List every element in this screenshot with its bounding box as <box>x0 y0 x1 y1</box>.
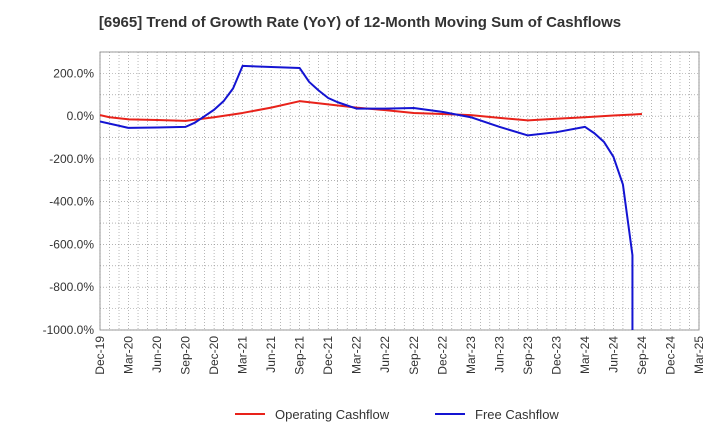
series-layer <box>100 64 643 330</box>
x-tick-label: Jun-22 <box>378 336 392 373</box>
y-tick-label: 0.0% <box>67 109 95 123</box>
legend: Operating Cashflow Free Cashflow <box>235 407 559 422</box>
series-line-operating-cashflow <box>100 100 643 122</box>
y-tick-label: -800.0% <box>49 280 94 294</box>
x-tick-label: Mar-25 <box>692 336 706 374</box>
x-tick-label: Jun-21 <box>264 336 278 373</box>
y-tick-label: -200.0% <box>49 152 94 166</box>
x-tick-label: Dec-23 <box>549 336 563 375</box>
x-tick-label: Mar-24 <box>578 336 592 374</box>
x-tick-label: Sep-21 <box>293 336 307 375</box>
y-tick-label: -1000.0% <box>43 323 95 337</box>
x-tick-label: Dec-24 <box>663 336 677 375</box>
x-tick-label: Sep-24 <box>635 336 649 375</box>
x-tick-label: Jun-23 <box>492 336 506 373</box>
x-tick-label: Sep-23 <box>521 336 535 375</box>
x-tick-label: Mar-21 <box>236 336 250 374</box>
plot-area <box>99 51 700 331</box>
x-tick-label: Jun-24 <box>606 336 620 373</box>
legend-label-operating-cashflow: Operating Cashflow <box>275 407 390 422</box>
x-tick-label: Dec-19 <box>93 336 107 375</box>
tick-layer: 200.0% 0.0% -200.0% -400.0% -600.0% -800.0% -1… <box>43 66 706 374</box>
y-tick-label: 200.0% <box>53 66 94 80</box>
x-tick-label: Sep-20 <box>179 336 193 375</box>
x-tick-label: Mar-23 <box>464 336 478 374</box>
x-tick-label: Dec-20 <box>207 336 221 375</box>
x-tick-label: Dec-21 <box>321 336 335 375</box>
y-tick-label: -600.0% <box>49 237 94 251</box>
x-tick-label: Jun-20 <box>150 336 164 373</box>
series-line-free-cashflow <box>100 64 634 330</box>
grid-layer <box>99 51 700 331</box>
x-tick-label: Mar-22 <box>350 336 364 374</box>
x-tick-label: Sep-22 <box>407 336 421 375</box>
chart-title: [6965] Trend of Growth Rate (YoY) of 12-… <box>98 14 622 31</box>
y-tick-label: -400.0% <box>49 195 94 209</box>
legend-label-free-cashflow: Free Cashflow <box>475 407 559 422</box>
x-tick-label: Dec-22 <box>435 336 449 375</box>
x-tick-label: Mar-20 <box>122 336 136 374</box>
